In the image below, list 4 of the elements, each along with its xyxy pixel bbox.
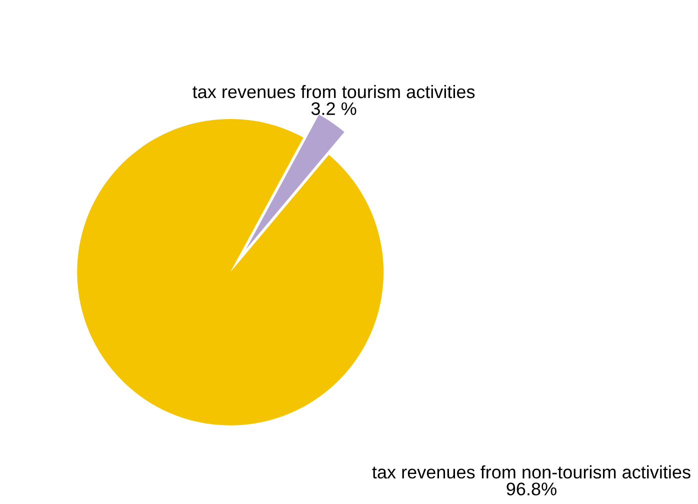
data-label: 96.8% — [506, 482, 556, 496]
slice-label: tax revenues from tourism activities — [192, 84, 475, 98]
slice-label: tax revenues from non-tourism activities — [372, 465, 690, 479]
data-label: 3.2 % — [311, 102, 356, 116]
